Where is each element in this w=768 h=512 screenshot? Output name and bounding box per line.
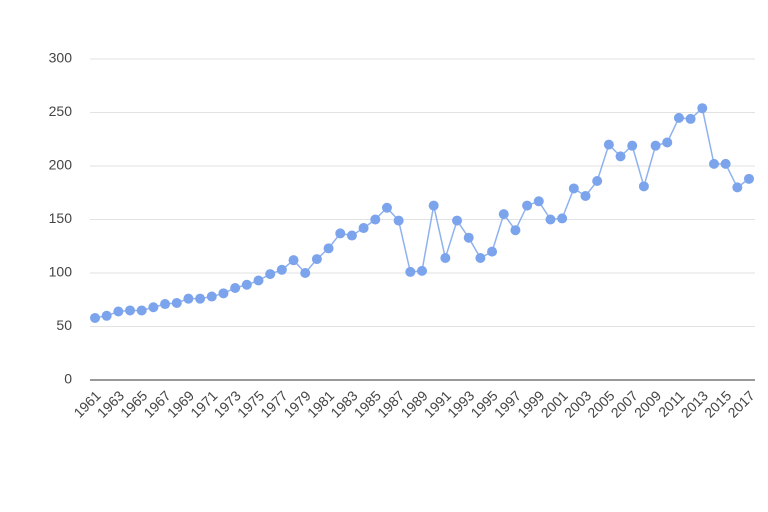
point [627, 140, 638, 151]
point [533, 196, 544, 207]
point [615, 151, 626, 162]
point [370, 214, 381, 225]
line [94, 106, 750, 319]
point [288, 255, 299, 266]
point [522, 200, 533, 211]
point [125, 305, 136, 316]
point [136, 305, 147, 316]
point [708, 158, 719, 169]
point [475, 253, 486, 264]
point [720, 158, 731, 169]
point [650, 140, 661, 151]
point [487, 246, 498, 257]
point [603, 139, 614, 150]
point [697, 103, 708, 114]
y-tick-label: 250 [49, 103, 73, 119]
point [744, 173, 754, 184]
point [381, 202, 392, 213]
point [358, 223, 369, 234]
point [732, 182, 743, 193]
point [241, 279, 252, 290]
y-tick-label: 100 [49, 264, 73, 280]
point [545, 214, 556, 225]
point [253, 275, 264, 286]
y-tick-label: 300 [49, 50, 73, 66]
point [218, 288, 229, 299]
y-tick-label: 150 [49, 210, 73, 226]
point [171, 297, 182, 308]
point [148, 302, 159, 313]
point [335, 228, 346, 239]
point [195, 293, 206, 304]
point [557, 213, 568, 224]
y-tick-label: 200 [49, 157, 73, 173]
point [417, 265, 427, 276]
point [393, 215, 404, 226]
point [90, 312, 100, 323]
point [276, 264, 287, 275]
point [510, 225, 521, 236]
point [300, 268, 311, 278]
point [463, 232, 474, 243]
point [113, 306, 124, 317]
point [638, 181, 649, 192]
point [230, 282, 241, 293]
point [101, 310, 112, 321]
point [428, 200, 439, 211]
x-tick-label: 2017 [724, 387, 757, 420]
point [311, 254, 322, 265]
point [160, 299, 171, 310]
point [662, 137, 673, 148]
point [685, 113, 696, 124]
y-tick-label: 0 [64, 371, 72, 387]
point [206, 291, 217, 302]
point [183, 293, 194, 304]
point [498, 209, 509, 220]
point [323, 243, 334, 254]
point [346, 230, 357, 241]
point [265, 269, 276, 280]
y-tick-label: 50 [56, 317, 72, 333]
point [673, 112, 684, 123]
point [452, 215, 463, 226]
point [592, 175, 603, 186]
point [580, 190, 591, 201]
point [405, 266, 416, 277]
point [440, 253, 451, 264]
point [568, 183, 579, 194]
